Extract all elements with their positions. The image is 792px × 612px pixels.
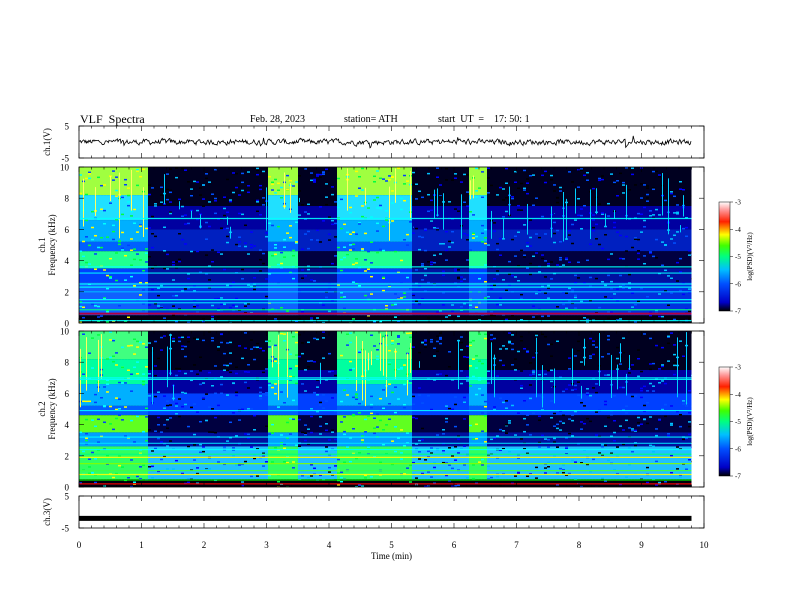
ch1-colorbar-scale [718, 201, 731, 312]
ch2-colorbar: -3 -4 -5 -6 -7 log(PSD)(V²/Hz) [718, 364, 754, 481]
x-tick-label: 8 [577, 540, 582, 550]
station-label: station= ATH [344, 114, 398, 125]
x-tick-label: 9 [639, 540, 644, 550]
ch2-colorbar-tick-label: -6 [735, 445, 741, 453]
time-axis: 0 1 2 3 4 5 6 7 8 9 10 Time (min) [77, 540, 709, 561]
ch1-spec-ytick-label: 8 [65, 194, 70, 204]
ch1-spec-ytick-label: 6 [65, 225, 70, 235]
ch1-spec-ylabel: ch.1Frequency (kHz) [37, 214, 57, 275]
ch2-spec-ylabel: ch.2Frequency (kHz) [37, 378, 57, 439]
x-tick-label: 0 [77, 540, 82, 550]
ch1-colorbar-label: log(PSD)(V²/Hz) [746, 232, 754, 281]
x-tick-label: 10 [700, 540, 710, 550]
ch3-waveform-ylabel: ch.3(V) [42, 498, 52, 526]
ch1-colorbar-tick-label: -5 [735, 253, 741, 261]
ch2-spec-ytick-label: 8 [65, 358, 70, 368]
figure-title: VLF Spectra [80, 112, 145, 126]
ch2-colorbar-tick-label: -3 [735, 364, 741, 372]
ch2-spec-ytick-label: 10 [60, 327, 70, 337]
ch1-spectrogram-panel: 0 2 4 6 8 10 ch.1Frequency (kHz) [37, 163, 705, 329]
ch1-colorbar: -3 -4 -5 -6 -7 log(PSD)(V²/Hz) [718, 199, 754, 316]
x-tick-label: 3 [264, 540, 269, 550]
ch1-colorbar-tick-label: -7 [735, 308, 741, 316]
x-tick-label: 6 [452, 540, 457, 550]
ch2-spec-image [79, 331, 704, 487]
ch1-waveform-panel: 5 -5 ch.1(V) [42, 122, 705, 164]
ch1-waveform-line [78, 135, 692, 149]
x-axis-label: Time (min) [371, 551, 412, 561]
ch1-colorbar-tick-label: -3 [735, 199, 741, 207]
ch2-spec-ytick-label: 4 [65, 420, 70, 430]
ch1-colorbar-tick-label: -6 [735, 280, 741, 288]
x-tick-label: 2 [202, 540, 207, 550]
ch1-spec-ytick-label: 2 [65, 287, 70, 297]
ch3-wave-ytick-label: 5 [65, 492, 70, 502]
ch1-waveform-ylabel: ch.1(V) [42, 128, 52, 156]
x-tick-label: 1 [139, 540, 144, 550]
ch2-spec-ytick-label: 0 [65, 483, 70, 493]
ch2-colorbar-label: log(PSD)(V²/Hz) [746, 397, 754, 446]
date-label: Feb. 28, 2023 [250, 114, 305, 125]
ch3-wave-ytick-label: -5 [62, 524, 70, 534]
ch2-colorbar-tick-label: -5 [735, 418, 741, 426]
ch2-spec-ytick-label: 2 [65, 451, 70, 461]
ch2-colorbar-tick-label: -7 [735, 473, 741, 481]
ch1-spec-ytick-label: 0 [65, 319, 70, 329]
ch2-spectrogram-panel: 0 2 4 6 8 10 ch.2Frequency (kHz) [37, 327, 705, 493]
ch1-spec-image [79, 167, 704, 323]
ch2-colorbar-scale [718, 366, 731, 477]
x-tick-label: 7 [514, 540, 519, 550]
ch1-spec-ytick-label: 4 [65, 256, 70, 266]
ch2-spec-ytick-label: 6 [65, 389, 70, 399]
ch2-colorbar-tick-label: -4 [735, 391, 741, 399]
ch1-wave-ytick-label: 5 [65, 122, 70, 132]
ch3-waveform-panel: 5 -5 ch.3(V) [42, 492, 705, 534]
start-time-label: start UT = 17: 50: 1 [438, 114, 530, 125]
ch1-wave-ytick-label: -5 [62, 154, 70, 164]
x-tick-label: 5 [389, 540, 394, 550]
x-tick-label: 4 [327, 540, 332, 550]
ch1-spec-ytick-label: 10 [60, 163, 70, 173]
ch1-colorbar-tick-label: -4 [735, 226, 741, 234]
